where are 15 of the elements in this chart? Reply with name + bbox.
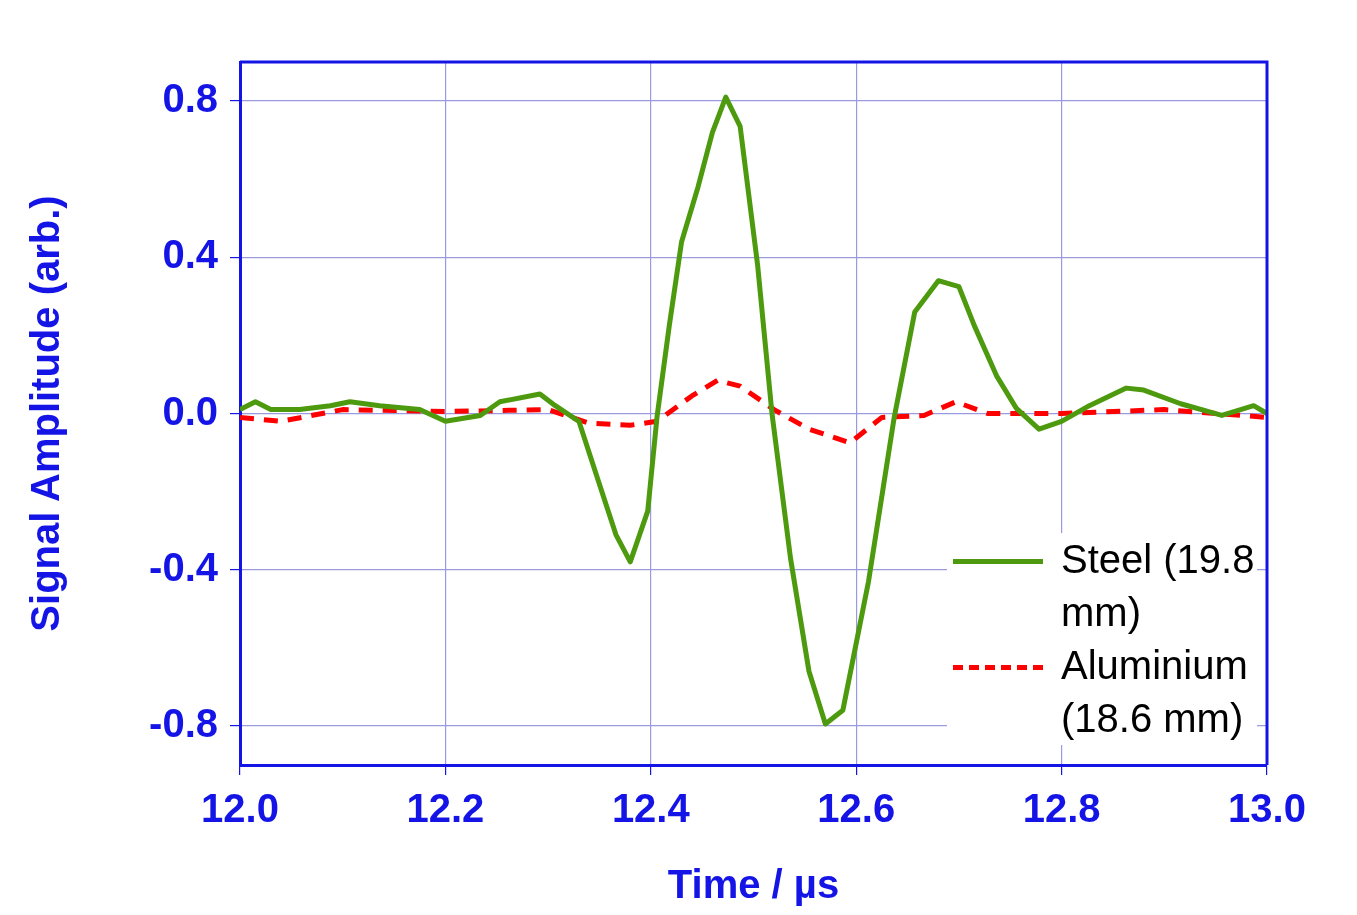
y-tick-label: 0.0 bbox=[162, 388, 218, 433]
y-tick-label: 0.4 bbox=[162, 232, 219, 277]
y-tick-label: -0.4 bbox=[149, 544, 219, 589]
x-tick-label: 13.0 bbox=[1228, 786, 1306, 831]
legend-label: Aluminium (18.6 mm) bbox=[1061, 642, 1249, 742]
x-tick-label: 12.0 bbox=[201, 786, 279, 831]
y-tick-label: 0.8 bbox=[162, 76, 218, 121]
y-axis-title: Signal Amplitude (arb.) bbox=[23, 195, 68, 632]
x-axis-title: Time / µs bbox=[667, 862, 840, 907]
x-tick-label: 12.4 bbox=[611, 786, 691, 831]
x-tick-label: 12.8 bbox=[1022, 786, 1101, 831]
x-tick-label: 12.6 bbox=[817, 786, 896, 831]
x-tick-label: 12.2 bbox=[406, 786, 485, 831]
y-tick-label: -0.8 bbox=[149, 700, 218, 745]
legend-label: Steel (19.8 mm) bbox=[1061, 536, 1256, 636]
